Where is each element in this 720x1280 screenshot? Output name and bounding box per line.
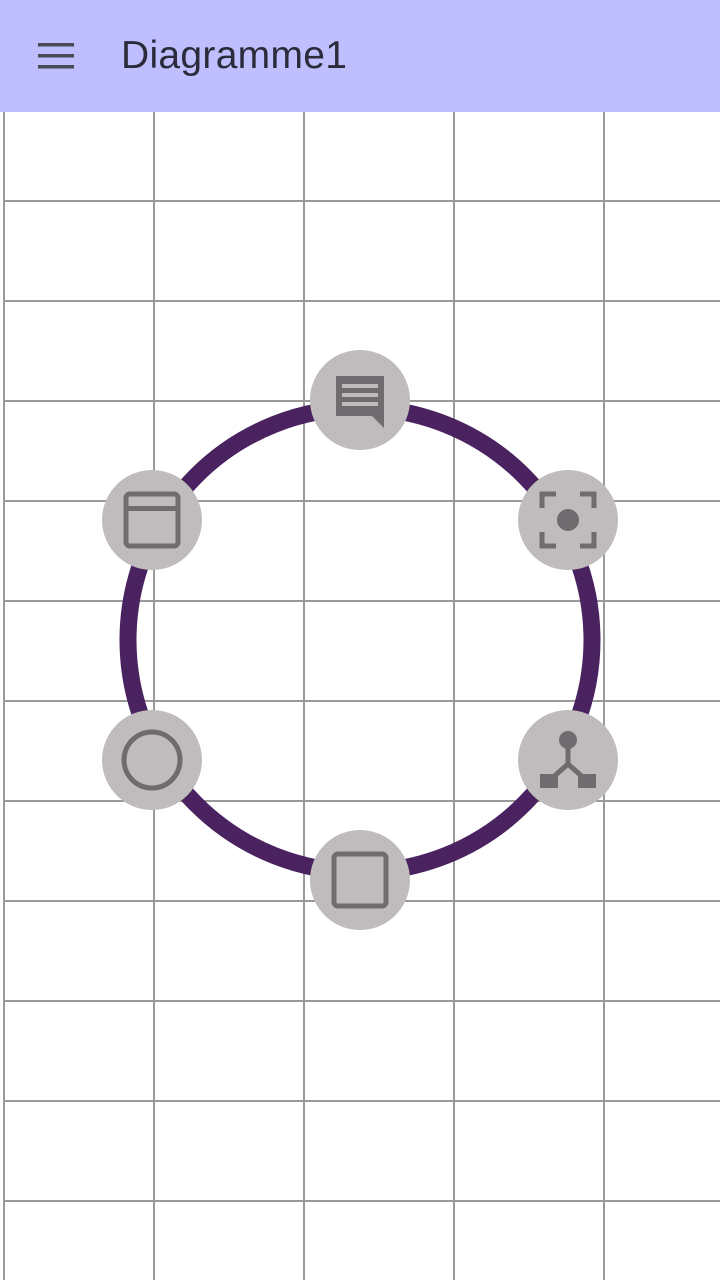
circle-shape-icon [121,729,183,791]
comment-button[interactable] [310,350,410,450]
window-shape-button[interactable] [102,470,202,570]
square-shape-button[interactable] [310,830,410,930]
diagram-canvas[interactable] [0,112,720,1280]
comment-icon [336,376,384,428]
network-button[interactable] [518,710,618,810]
circle-shape-button[interactable] [102,710,202,810]
app-bar: Diagramme1 [0,0,720,112]
hamburger-menu-icon [38,43,74,69]
center-focus-icon [539,491,597,549]
diagram-title: Diagramme1 [121,34,348,77]
menu-button[interactable] [22,26,90,86]
square-shape-icon [331,851,389,909]
focus-button[interactable] [518,470,618,570]
window-shape-icon [123,491,181,549]
grid-lines [3,112,720,1280]
branch-node-icon [540,731,596,788]
